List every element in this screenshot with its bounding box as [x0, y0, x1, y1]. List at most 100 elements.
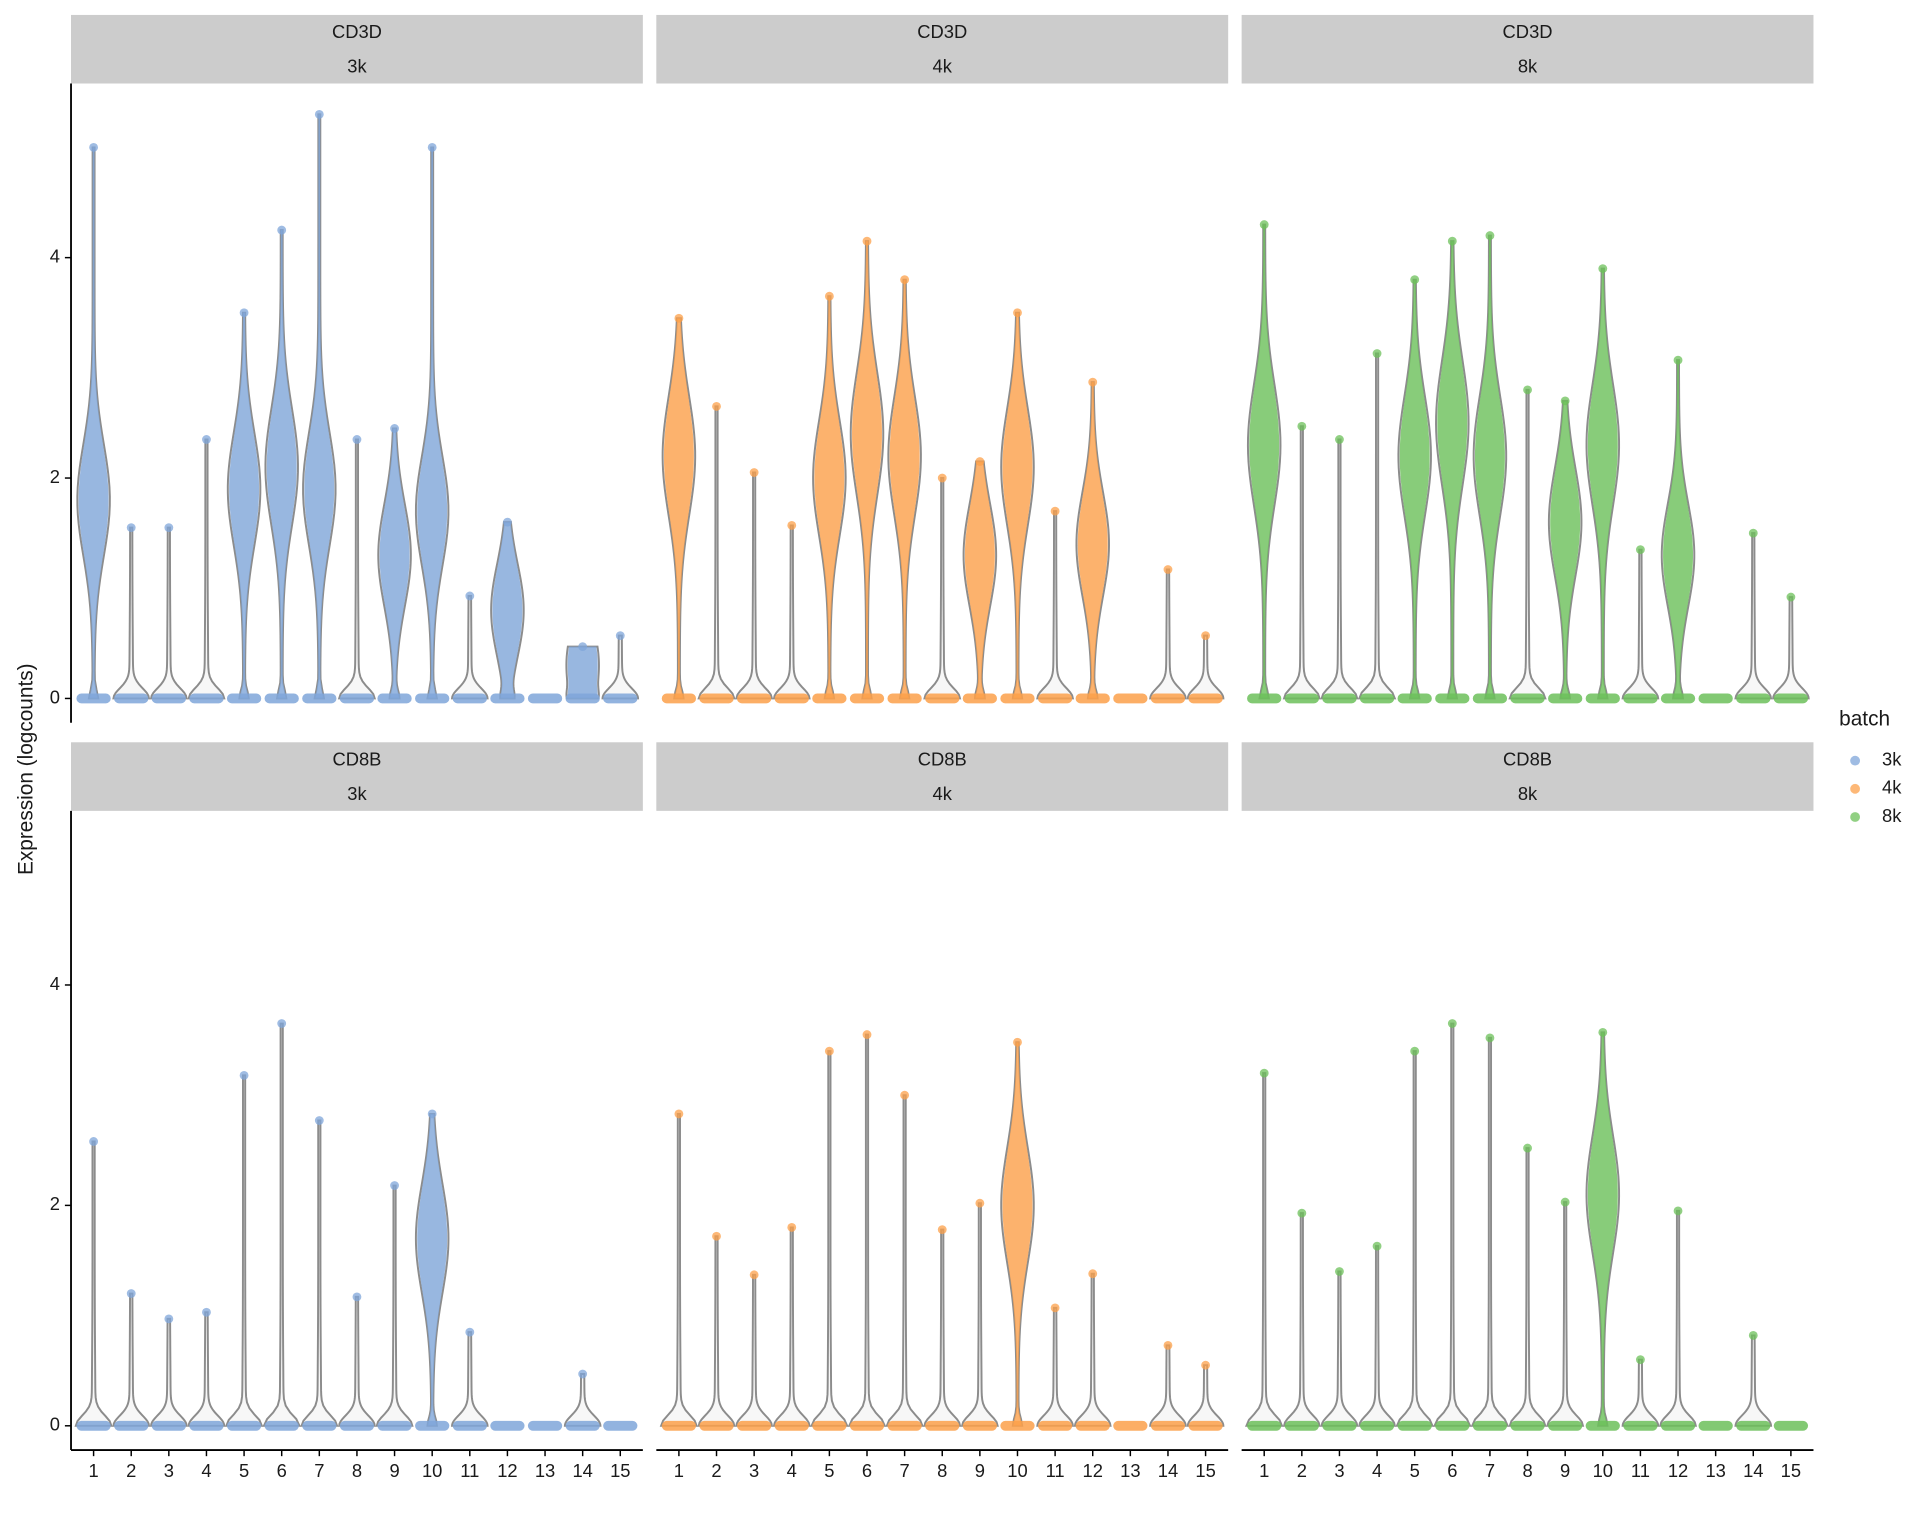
max-point [674, 313, 684, 323]
violin [1186, 634, 1225, 700]
point-cloud [1663, 360, 1694, 699]
facet-strip [71, 14, 643, 84]
zero-points [1150, 693, 1186, 704]
max-point [465, 1327, 475, 1337]
point-cloud [1002, 1042, 1033, 1426]
violin-group [74, 1137, 113, 1431]
zero-points [1075, 693, 1110, 704]
point-cloud [1437, 241, 1468, 699]
max-point [1372, 349, 1382, 358]
point-cloud [852, 241, 882, 699]
max-point [1372, 1241, 1382, 1251]
x-tick-label: 3 [1334, 1460, 1344, 1481]
max-point [239, 308, 249, 318]
zero-points [1623, 693, 1658, 704]
point-cloud [1550, 400, 1581, 699]
violin [262, 1022, 301, 1427]
zero-points [226, 1420, 262, 1431]
facet-strip [1241, 742, 1814, 811]
max-point [824, 291, 834, 301]
violin-group [187, 435, 226, 704]
zero-points [925, 1420, 960, 1431]
zero-points [114, 693, 149, 704]
violin-group [377, 424, 412, 704]
violin-group [1320, 435, 1359, 704]
zero-points [565, 693, 600, 704]
violin [1621, 548, 1660, 700]
zero-points [1397, 1420, 1432, 1431]
x-tick-label: 10 [1007, 1460, 1027, 1481]
zero-points [1472, 1420, 1508, 1431]
point-cloud [1399, 279, 1430, 699]
max-point [1673, 355, 1683, 365]
max-point [1013, 1037, 1022, 1047]
violin [450, 594, 489, 700]
x-tick-label: 12 [1668, 1460, 1688, 1481]
violin [337, 438, 377, 700]
max-point [1523, 385, 1532, 395]
violin-group [112, 523, 151, 704]
violin-group [1546, 1197, 1585, 1431]
zero-points [226, 693, 262, 704]
zero-points [1472, 693, 1508, 704]
max-point [1748, 528, 1758, 538]
violin [697, 1235, 736, 1427]
max-point [202, 435, 211, 444]
violin-group [302, 109, 337, 704]
x-tick-label: 10 [1593, 1460, 1613, 1481]
max-point [1410, 1046, 1420, 1056]
violin-group [1113, 693, 1148, 704]
violin-group [659, 1109, 699, 1431]
max-point [1259, 220, 1269, 229]
x-tick-label: 2 [126, 1460, 136, 1481]
zero-points [699, 693, 734, 704]
max-point [1050, 1303, 1060, 1313]
max-point [1485, 231, 1495, 240]
zero-points [452, 693, 487, 704]
violin [1734, 532, 1773, 700]
max-point [1335, 1267, 1344, 1276]
max-point [126, 1289, 136, 1298]
point-cloud [1077, 382, 1108, 699]
max-point [1598, 264, 1608, 274]
zero-points [1736, 1420, 1771, 1431]
x-tick-label: 13 [1705, 1460, 1725, 1481]
violin [450, 1331, 489, 1427]
x-tick-label: 14 [572, 1460, 592, 1481]
max-point [1013, 308, 1022, 318]
zero-points [565, 1420, 600, 1431]
max-point [1163, 1340, 1173, 1350]
max-point [1163, 565, 1173, 574]
y-tick-label: 4 [50, 973, 60, 994]
y-axis-label: Expression (logcounts) [14, 663, 37, 875]
max-point [1560, 396, 1570, 406]
violin-group [264, 225, 299, 704]
violin-group [1149, 565, 1187, 704]
zero-points [1435, 693, 1470, 704]
violin-group [849, 236, 885, 704]
violin-group [1470, 1033, 1510, 1431]
zero-points [661, 1420, 697, 1431]
max-point [314, 1116, 324, 1125]
violin [1772, 596, 1810, 700]
violin-group [565, 642, 600, 704]
point-cloud [663, 318, 694, 699]
zero-points [1000, 1420, 1035, 1431]
violin-group [149, 523, 188, 704]
max-point [427, 143, 437, 152]
x-tick-label: 9 [389, 1460, 399, 1481]
x-tick-label: 6 [862, 1460, 872, 1481]
violin [149, 1317, 188, 1427]
violin [1470, 1036, 1510, 1427]
zero-points [1113, 1420, 1148, 1431]
violin [1320, 1270, 1359, 1427]
legend-label: 4k [1882, 777, 1902, 798]
violin-group [226, 308, 262, 704]
max-point [352, 435, 362, 444]
max-point [824, 1046, 834, 1056]
violin [735, 1273, 774, 1427]
x-tick-label: 6 [277, 1460, 287, 1481]
zero-points [661, 693, 697, 704]
x-tick-label: 3 [749, 1460, 759, 1481]
